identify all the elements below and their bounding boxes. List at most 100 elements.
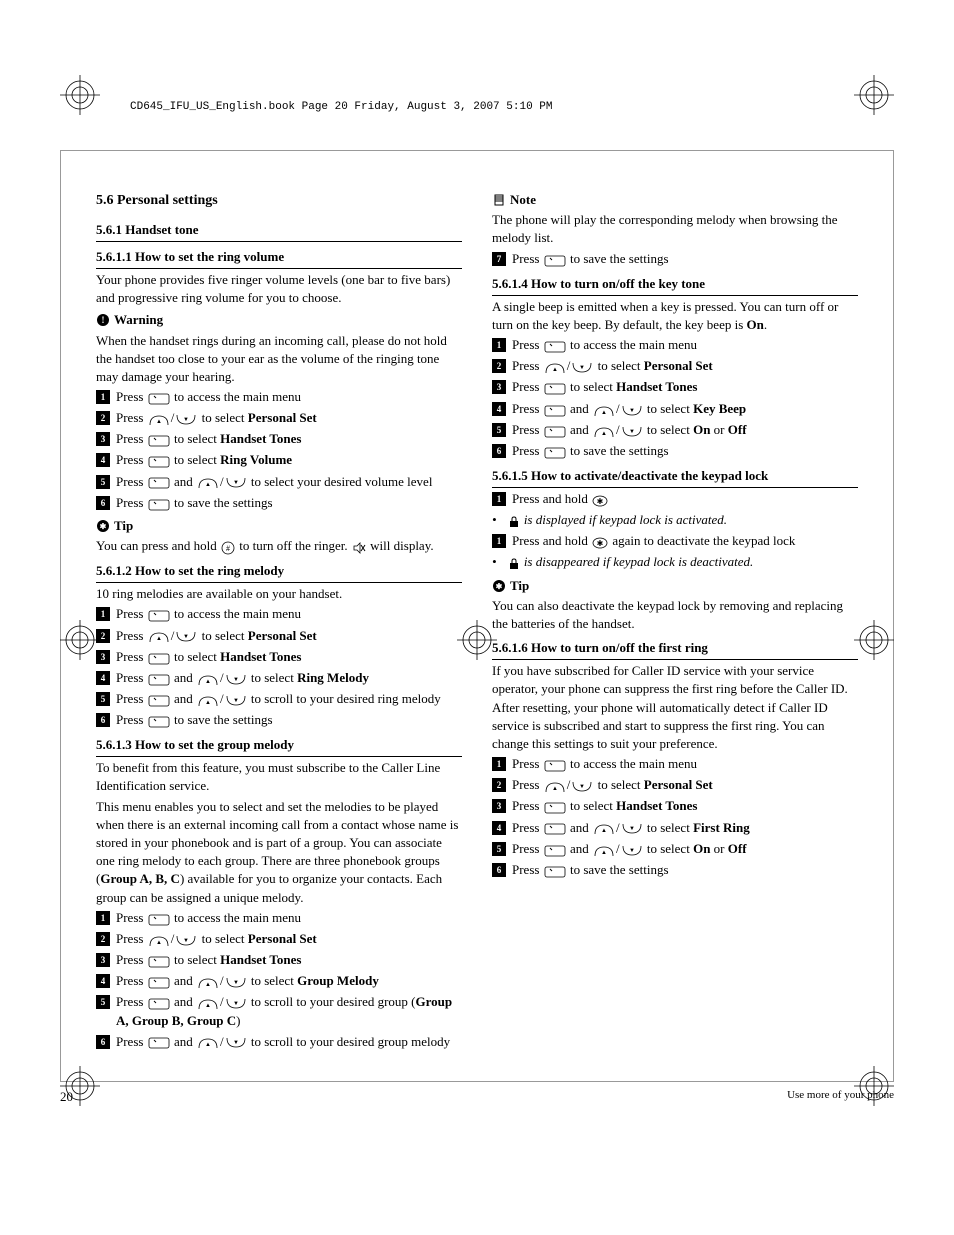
svg-text:▲: ▲	[601, 431, 607, 437]
svg-text:▲: ▲	[601, 850, 607, 856]
lock-icon	[508, 554, 520, 572]
softkey-icon	[544, 798, 566, 816]
tip-icon: ✱	[492, 579, 506, 593]
step-item: 2Press ▲/▼ to select Personal Set	[96, 409, 462, 428]
down-key-icon: ▼	[571, 777, 593, 795]
softkey-icon	[148, 691, 170, 709]
subsubsection-heading: 5.6.1.3 How to set the group melody	[96, 736, 462, 757]
down-key-icon: ▼	[225, 1033, 247, 1051]
down-key-icon: ▼	[175, 410, 197, 428]
tip-callout: ✱ Tip	[492, 577, 858, 595]
svg-text:✱: ✱	[496, 582, 503, 591]
subsubsection-heading: 5.6.1.4 How to turn on/off the key tone	[492, 275, 858, 296]
down-key-icon: ▼	[225, 973, 247, 991]
softkey-icon	[148, 910, 170, 928]
down-key-icon: ▼	[571, 358, 593, 376]
step-item: 4Press and ▲/▼ to select Key Beep	[492, 400, 858, 419]
up-key-icon: ▲	[593, 400, 615, 418]
mute-icon	[352, 538, 366, 556]
step-item: 3Press to select Handset Tones	[96, 951, 462, 970]
print-header: CD645_IFU_US_English.book Page 20 Friday…	[130, 100, 552, 115]
svg-text:▼: ▼	[629, 429, 635, 435]
lock-icon	[508, 512, 520, 530]
svg-text:▲: ▲	[205, 679, 211, 685]
up-key-icon: ▲	[593, 819, 615, 837]
svg-text:✱: ✱	[597, 497, 604, 506]
warning-callout: ! Warning	[96, 311, 462, 329]
down-key-icon: ▼	[225, 994, 247, 1012]
note-callout: Note	[492, 191, 858, 209]
step-item: 2Press ▲/▼ to select Personal Set	[96, 930, 462, 949]
step-item: 6Press to save the settings	[96, 711, 462, 730]
crop-mark-icon	[60, 620, 100, 660]
step-item: 1Press to access the main menu	[96, 909, 462, 928]
up-key-icon: ▲	[593, 841, 615, 859]
crop-mark-icon	[854, 620, 894, 660]
svg-text:▲: ▲	[156, 636, 162, 642]
svg-text:▼: ▼	[629, 408, 635, 414]
svg-text:▲: ▲	[205, 482, 211, 488]
step-item: 6Press to save the settings	[492, 861, 858, 880]
step-item: 4Press and ▲/▼ to select Group Melody	[96, 972, 462, 991]
subsubsection-heading: 5.6.1.2 How to set the ring melody	[96, 562, 462, 583]
step-item: 1Press and hold ✱	[492, 490, 858, 509]
up-key-icon: ▲	[197, 973, 219, 991]
step-item: 7Press to save the settings	[492, 250, 858, 269]
svg-text:▼: ▼	[183, 938, 189, 944]
step-item: 5Press and ▲/▼ to select On or Off	[492, 840, 858, 859]
up-key-icon: ▲	[197, 994, 219, 1012]
step-item: 6Press to save the settings	[96, 494, 462, 513]
svg-text:▼: ▼	[233, 677, 239, 683]
crop-mark-icon	[60, 1066, 100, 1106]
step-item: 1Press to access the main menu	[96, 388, 462, 407]
body-text: 10 ring melodies are available on your h…	[96, 585, 462, 603]
softkey-icon	[148, 452, 170, 470]
body-text: The phone will play the corresponding me…	[492, 211, 858, 247]
body-text: If you have subscribed for Caller ID ser…	[492, 662, 858, 753]
softkey-icon	[544, 422, 566, 440]
down-key-icon: ▼	[225, 691, 247, 709]
softkey-icon	[148, 495, 170, 513]
svg-text:▲: ▲	[205, 1042, 211, 1048]
step-item: 1Press to access the main menu	[492, 755, 858, 774]
step-item: 4Press to select Ring Volume	[96, 451, 462, 470]
up-key-icon: ▲	[197, 1033, 219, 1051]
body-text: Your phone provides five ringer volume l…	[96, 271, 462, 307]
star-key-icon: ✱	[592, 533, 608, 551]
step-item: 1Press to access the main menu	[96, 605, 462, 624]
softkey-icon	[148, 431, 170, 449]
softkey-icon	[544, 400, 566, 418]
step-item: 2Press ▲/▼ to select Personal Set	[492, 776, 858, 795]
subsubsection-heading: 5.6.1.5 How to activate/deactivate the k…	[492, 467, 858, 488]
svg-text:▲: ▲	[601, 410, 607, 416]
softkey-icon	[544, 841, 566, 859]
softkey-icon	[544, 443, 566, 461]
softkey-icon	[148, 473, 170, 491]
crop-mark-icon	[60, 75, 100, 115]
up-key-icon: ▲	[593, 422, 615, 440]
softkey-icon	[544, 337, 566, 355]
softkey-icon	[148, 649, 170, 667]
softkey-icon	[148, 670, 170, 688]
svg-text:▼: ▼	[579, 784, 585, 790]
note-icon	[492, 193, 506, 207]
crop-mark-icon	[457, 620, 497, 660]
softkey-icon	[148, 606, 170, 624]
step-item: 2Press ▲/▼ to select Personal Set	[492, 357, 858, 376]
step-item: 5Press and ▲/▼ to select your desired vo…	[96, 473, 462, 492]
down-key-icon: ▼	[225, 473, 247, 491]
up-key-icon: ▲	[197, 691, 219, 709]
softkey-icon	[148, 952, 170, 970]
svg-text:▼: ▼	[629, 826, 635, 832]
softkey-icon	[544, 819, 566, 837]
step-item: 5Press and ▲/▼ to select On or Off	[492, 421, 858, 440]
tip-callout: ✱ Tip	[96, 517, 462, 535]
step-item: 6Press to save the settings	[492, 442, 858, 461]
step-item: 3Press to select Handset Tones	[96, 430, 462, 449]
body-text: You can press and hold # to turn off the…	[96, 537, 462, 556]
svg-text:!: !	[102, 315, 105, 325]
up-key-icon: ▲	[197, 670, 219, 688]
svg-text:#: #	[226, 544, 230, 553]
step-item: 6Press and ▲/▼ to scroll to your desired…	[96, 1033, 462, 1052]
down-key-icon: ▼	[225, 670, 247, 688]
